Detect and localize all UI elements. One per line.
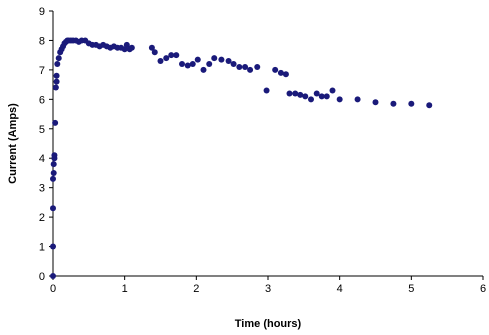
data-point — [242, 63, 249, 70]
x-tick-label: 0 — [50, 283, 56, 295]
data-point — [297, 91, 304, 98]
y-tick-label: 6 — [39, 94, 45, 106]
data-point — [50, 169, 57, 176]
data-point — [308, 96, 314, 103]
data-points — [50, 37, 433, 279]
data-point — [254, 63, 261, 70]
data-point — [179, 61, 185, 67]
x-tick-label: 3 — [265, 283, 271, 295]
data-point — [163, 55, 170, 62]
x-tick-label: 2 — [193, 283, 199, 295]
tick-labels: 0 1 2 3 4 5 6 0 1 2 3 4 5 6 7 8 9 — [39, 6, 486, 295]
y-tick-label: 5 — [39, 124, 45, 136]
data-point — [206, 61, 213, 67]
data-point — [55, 55, 62, 62]
data-point — [426, 102, 433, 109]
x-tick-label: 4 — [337, 283, 343, 295]
data-point — [408, 100, 415, 107]
y-axis-title: Current (Amps) — [7, 103, 19, 184]
data-point — [52, 119, 59, 126]
y-tick-label: 9 — [39, 6, 45, 18]
data-point — [50, 175, 56, 182]
data-point — [263, 87, 270, 94]
data-point — [50, 273, 56, 279]
data-point — [189, 61, 196, 67]
y-tick-label: 7 — [39, 65, 45, 77]
axes — [49, 10, 484, 280]
y-tick-label: 1 — [39, 242, 45, 254]
data-point — [313, 90, 320, 97]
data-point — [157, 58, 164, 65]
data-point — [53, 78, 60, 85]
x-tick-label: 1 — [122, 283, 128, 295]
data-point — [168, 52, 175, 59]
data-point — [53, 72, 60, 79]
data-point — [272, 66, 279, 73]
data-point — [50, 161, 57, 168]
data-point — [184, 62, 191, 69]
data-point — [218, 56, 225, 63]
data-point — [211, 55, 218, 62]
data-point — [54, 61, 61, 67]
x-tick-label: 5 — [408, 283, 414, 295]
y-tick-label: 8 — [39, 35, 45, 47]
data-point — [318, 93, 325, 100]
data-point — [277, 69, 284, 76]
data-point — [390, 100, 397, 107]
data-point — [52, 84, 59, 91]
data-point — [51, 152, 58, 159]
data-point — [336, 96, 343, 103]
data-point — [282, 71, 289, 78]
data-point — [236, 63, 243, 70]
data-point — [329, 87, 336, 94]
data-point — [286, 90, 293, 97]
y-tick-label: 4 — [39, 153, 45, 165]
data-point — [128, 44, 135, 51]
data-point — [173, 52, 180, 59]
data-point — [302, 93, 309, 100]
y-tick-label: 3 — [39, 183, 45, 195]
data-point — [372, 99, 379, 106]
x-axis-title: Time (hours) — [235, 318, 302, 330]
data-point — [247, 66, 254, 73]
data-point — [225, 58, 232, 65]
x-tick-label: 6 — [480, 283, 486, 295]
data-point — [354, 96, 361, 103]
data-point — [194, 56, 201, 63]
data-point — [50, 205, 56, 212]
data-point — [230, 61, 237, 67]
data-point — [148, 44, 155, 51]
data-point — [151, 49, 158, 56]
data-point — [323, 93, 330, 100]
data-point — [50, 243, 56, 250]
data-point — [200, 66, 207, 73]
data-point — [292, 90, 299, 97]
y-tick-label: 2 — [39, 212, 45, 224]
y-tick-label: 0 — [39, 271, 45, 283]
data-point — [123, 41, 130, 48]
